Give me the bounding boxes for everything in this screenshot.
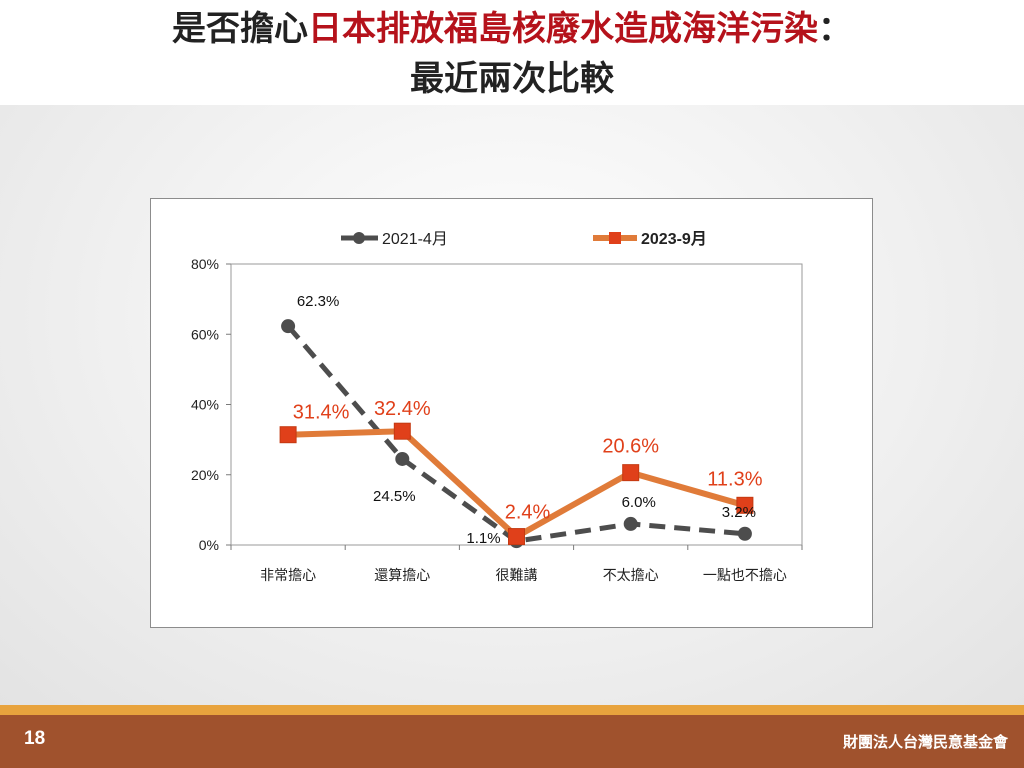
legend-2021-marker — [353, 232, 365, 244]
title-line-2: 最近兩次比較 — [410, 59, 614, 99]
legend-2023-marker — [609, 232, 621, 244]
series-2023-point — [736, 496, 754, 514]
series-2023-point — [508, 528, 525, 546]
series-2021-data-label: 62.3% — [297, 293, 340, 310]
series-2023-data-label: 11.3% — [707, 468, 762, 490]
x-tick-label: 一點也不擔心 — [703, 568, 787, 584]
series-2021-data-label: 24.5% — [373, 488, 416, 505]
series-2023-data-label: 20.6% — [602, 436, 659, 458]
footer-accent-line — [0, 705, 1024, 715]
x-tick-label: 很難講 — [496, 568, 538, 584]
series-2021-point — [395, 451, 410, 466]
title-line-1: 是否擔心日本排放福島核廢水造成海洋污染： — [0, 4, 1024, 54]
x-tick-label: 非常擔心 — [260, 568, 316, 584]
series-2021-data-label: 1.1% — [466, 530, 500, 547]
series-2023-point — [279, 426, 297, 444]
line-chart: 0% 20% 40% 60% 80% 非常擔心 還算擔心 很難講 不太擔心 一點也不擔心 62.3%… — [191, 230, 803, 584]
series-2023-point — [393, 422, 411, 440]
footer-bar — [0, 715, 1024, 768]
series-2021-point — [281, 319, 296, 334]
series-2021-data-label: 6.0% — [622, 494, 656, 511]
y-tick-label: 60% — [191, 326, 219, 342]
y-tick-label: 80% — [191, 256, 219, 272]
slide-title: 是否擔心日本排放福島核廢水造成海洋污染： 最近兩次比較 — [0, 4, 1024, 104]
series-2023-data-label: 2.4% — [505, 502, 551, 524]
y-tick-label: 20% — [191, 467, 219, 483]
title-part-2: ： — [818, 9, 852, 49]
series-2021-data-label: 3.2% — [722, 504, 756, 521]
y-tick-label: 40% — [191, 397, 219, 413]
organization-name: 財團法人台灣民意基金會 — [842, 733, 1008, 751]
series-2021-point — [737, 526, 752, 541]
series-2023-data-label: 32.4% — [374, 398, 431, 420]
title-highlight: 日本排放福島核廢水造成海洋污染 — [308, 9, 818, 49]
series-2023-data-label: 31.4% — [293, 402, 350, 424]
chart-container: 0% 20% 40% 60% 80% 非常擔心 還算擔心 很難講 不太擔心 一點也不擔心 62.3%… — [150, 198, 873, 628]
y-tick-label: 0% — [199, 537, 219, 553]
legend-2021-label: 2021-4月 — [382, 231, 448, 248]
legend-2023-label: 2023-9月 — [641, 230, 707, 248]
series-2021-point — [623, 516, 638, 531]
page-number: 18 — [24, 728, 46, 749]
title-part-1: 是否擔心 — [172, 9, 308, 49]
x-tick-label: 還算擔心 — [374, 568, 430, 584]
series-2023-point — [622, 464, 640, 482]
x-tick-label: 不太擔心 — [603, 568, 659, 584]
